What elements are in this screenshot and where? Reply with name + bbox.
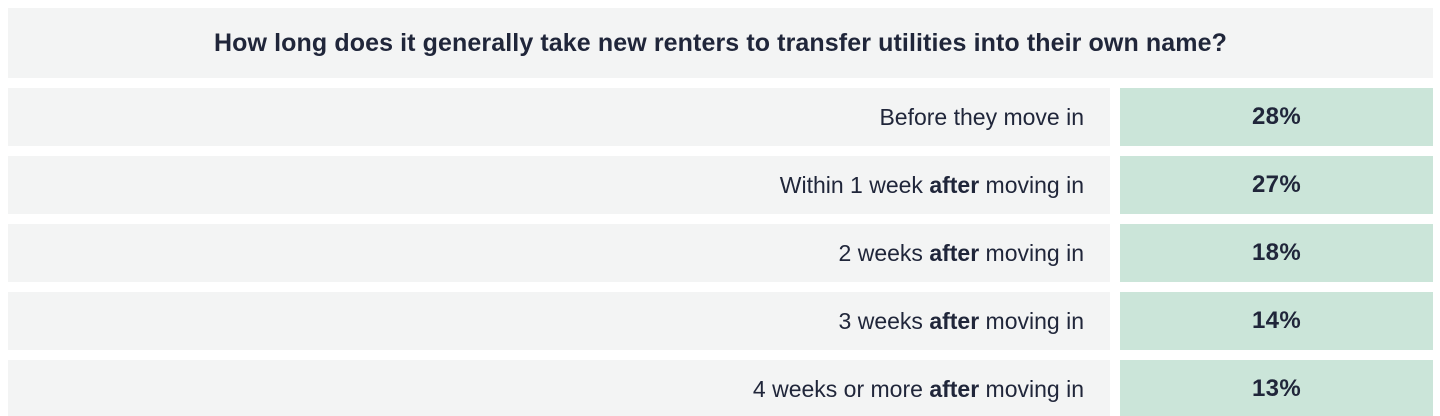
row-label-bold: after — [929, 307, 980, 334]
table-row: 2 weeks after moving in 18% — [8, 224, 1433, 282]
row-label-suffix: moving in — [979, 171, 1084, 198]
row-value-cell: 13% — [1120, 360, 1433, 416]
row-label-bold: after — [929, 375, 980, 402]
row-label-prefix: 4 weeks or more — [752, 375, 930, 402]
row-value-cell: 18% — [1120, 224, 1433, 282]
row-label-suffix: moving in — [979, 307, 1084, 334]
row-label-bold: after — [929, 239, 980, 266]
row-label-cell: 4 weeks or more after moving in — [8, 360, 1110, 416]
row-label-cell: 2 weeks after moving in — [8, 224, 1110, 282]
table-title: How long does it generally take new rent… — [214, 28, 1227, 57]
row-label-cell: Within 1 week after moving in — [8, 156, 1110, 214]
table-row: 4 weeks or more after moving in 13% — [8, 360, 1433, 416]
row-label-cell: Before they move in — [8, 88, 1110, 146]
table-row: 3 weeks after moving in 14% — [8, 292, 1433, 350]
row-label-suffix: moving in — [979, 375, 1084, 402]
table-row: Within 1 week after moving in 27% — [8, 156, 1433, 214]
row-label-prefix: Within 1 week — [779, 171, 930, 198]
row-value-cell: 14% — [1120, 292, 1433, 350]
row-label-prefix: Before they move in — [879, 103, 1084, 130]
row-value: 28% — [1252, 103, 1301, 130]
row-label-bold: after — [929, 171, 980, 198]
row-value: 13% — [1252, 375, 1301, 402]
table-rows: Before they move in 28% Within 1 week af… — [8, 88, 1433, 416]
row-value: 27% — [1252, 171, 1301, 198]
row-label-suffix: moving in — [979, 239, 1084, 266]
table-row: Before they move in 28% — [8, 88, 1433, 146]
row-label-prefix: 3 weeks — [838, 307, 930, 334]
table-header: How long does it generally take new rent… — [8, 8, 1433, 78]
row-value-cell: 27% — [1120, 156, 1433, 214]
row-value: 18% — [1252, 239, 1301, 266]
row-label-prefix: 2 weeks — [838, 239, 930, 266]
row-value: 14% — [1252, 307, 1301, 334]
row-label-cell: 3 weeks after moving in — [8, 292, 1110, 350]
row-value-cell: 28% — [1120, 88, 1433, 146]
